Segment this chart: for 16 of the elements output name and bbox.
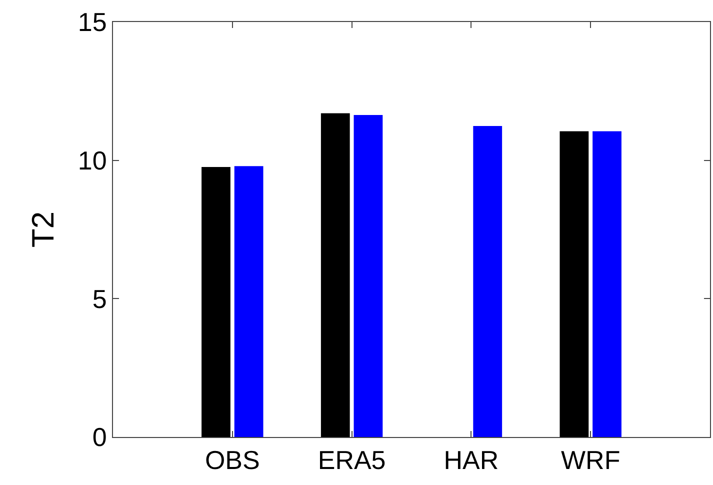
bar	[320, 113, 350, 437]
x-tick-label: WRF	[561, 445, 620, 476]
bar	[592, 131, 622, 437]
y-tick-label: 10	[78, 145, 107, 176]
y-tick-label: 0	[92, 422, 107, 452]
bar	[354, 114, 383, 437]
bar	[234, 166, 264, 437]
y-axis-title: T2	[26, 211, 61, 248]
x-tick-label: OBS	[204, 445, 260, 476]
y-tick-label: 5	[92, 284, 107, 314]
x-tick-label: HAR	[444, 445, 499, 476]
x-tick-label: ERA5	[318, 445, 386, 476]
bar	[202, 166, 230, 437]
bar	[560, 131, 589, 437]
bar	[473, 126, 502, 437]
y-tick-label: 15	[78, 7, 107, 38]
